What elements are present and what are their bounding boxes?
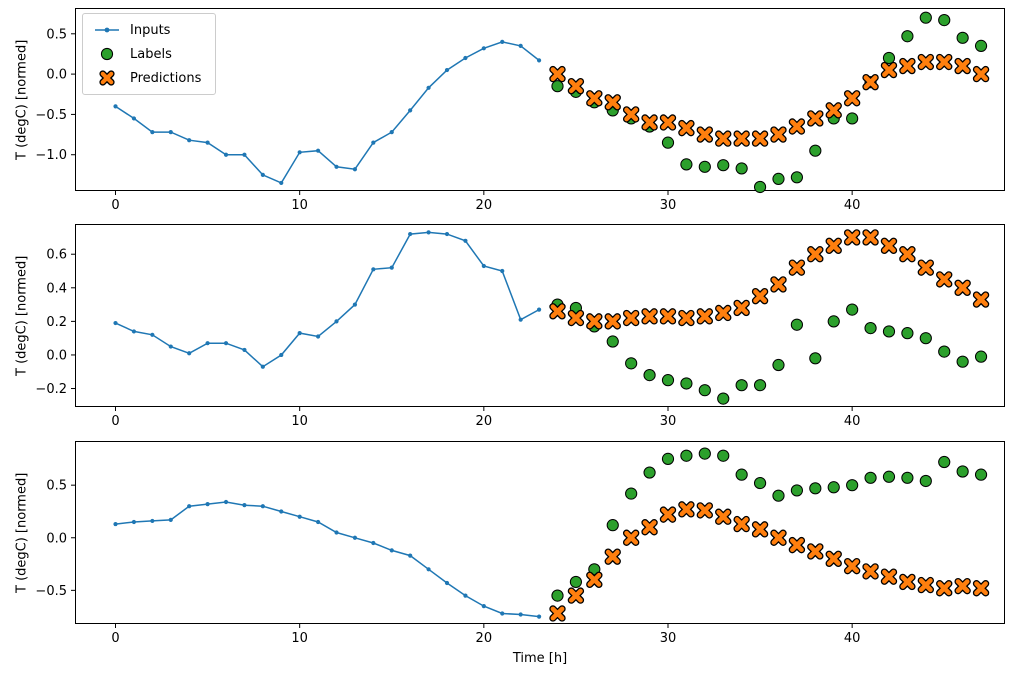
svg-text:40: 40 xyxy=(844,631,861,646)
series-predictions xyxy=(549,501,990,622)
x-axis-ticks: 0 10 20 30 40 xyxy=(111,191,860,213)
svg-text:−0.5: −0.5 xyxy=(35,584,67,599)
svg-text:40: 40 xyxy=(844,198,861,213)
svg-text:20: 20 xyxy=(476,631,493,646)
svg-text:0.5: 0.5 xyxy=(46,27,67,42)
y-axis-ticks: −0.5 0.0 0.5 xyxy=(35,479,75,599)
y-axis-label: T (degC) [normed] xyxy=(14,255,30,376)
svg-text:30: 30 xyxy=(660,414,677,429)
x-axis-ticks: 0 10 20 30 40 xyxy=(111,407,860,429)
svg-text:30: 30 xyxy=(660,198,677,213)
subplot-bottom-plot: 0 10 20 30 40 −0.5 0.0 0.5 xyxy=(35,441,1005,646)
svg-text:−0.2: −0.2 xyxy=(35,382,67,397)
svg-text:0.6: 0.6 xyxy=(46,248,67,263)
subplot-top-plot: 0 10 20 30 40 −1.0 −0.5 0.0 0.5 xyxy=(35,8,1005,213)
subplot-middle-plot: 0 10 20 30 40 −0.2 0.0 0.2 0.4 0.6 xyxy=(35,224,1005,429)
inputs-line-icon xyxy=(95,27,119,33)
legend-item-predictions: Predictions xyxy=(93,70,201,86)
y-axis-ticks: −1.0 −0.5 0.0 0.5 xyxy=(35,27,75,163)
svg-text:10: 10 xyxy=(291,414,308,429)
svg-text:−1.0: −1.0 xyxy=(35,148,67,163)
svg-text:0: 0 xyxy=(111,414,119,429)
svg-text:20: 20 xyxy=(476,414,493,429)
y-axis-label: T (degC) [normed] xyxy=(14,472,30,593)
svg-text:−0.5: −0.5 xyxy=(35,108,67,123)
subplot-bottom: 0 10 20 30 40 −0.5 0.0 0.5 T (degC) [normed] xyxy=(0,441,1012,656)
svg-text:0: 0 xyxy=(111,198,119,213)
svg-text:10: 10 xyxy=(291,631,308,646)
svg-text:0.0: 0.0 xyxy=(46,68,67,83)
svg-text:30: 30 xyxy=(660,631,677,646)
legend-label-predictions: Predictions xyxy=(130,70,202,86)
legend-label-inputs: Inputs xyxy=(130,22,171,38)
y-axis-label: T (degC) [normed] xyxy=(14,39,30,160)
y-axis-ticks: −0.2 0.0 0.2 0.4 0.6 xyxy=(35,248,75,397)
svg-text:0.0: 0.0 xyxy=(46,348,67,363)
series-inputs xyxy=(113,39,542,186)
svg-text:0.5: 0.5 xyxy=(46,479,67,494)
x-axis-label: Time [h] xyxy=(512,651,568,666)
legend-label-labels: Labels xyxy=(130,46,172,62)
svg-text:0: 0 xyxy=(111,631,119,646)
series-inputs xyxy=(113,499,542,619)
series-inputs xyxy=(113,230,542,369)
legend-item-labels: Labels xyxy=(93,46,201,62)
svg-text:0.0: 0.0 xyxy=(46,531,67,546)
x-axis-ticks: 0 10 20 30 40 xyxy=(111,624,860,646)
svg-text:0.2: 0.2 xyxy=(46,315,67,330)
axes-frame xyxy=(75,224,1005,407)
svg-text:40: 40 xyxy=(844,414,861,429)
axes-frame xyxy=(75,8,1005,191)
legend-item-inputs: Inputs xyxy=(93,22,201,38)
subplot-middle: 0 10 20 30 40 −0.2 0.0 0.2 0.4 0.6 T (degC) [norm… xyxy=(0,224,1012,439)
subplot-top: 0 10 20 30 40 −1.0 −0.5 0.0 0.5 T (degC) [normed… xyxy=(0,8,1012,223)
axes-frame xyxy=(75,441,1005,624)
svg-text:10: 10 xyxy=(291,198,308,213)
predictions-x-icon xyxy=(99,70,115,86)
series-predictions xyxy=(549,229,990,330)
legend: Inputs Labels Predictions xyxy=(82,13,217,95)
labels-circle-icon xyxy=(100,47,114,61)
series-predictions xyxy=(549,53,990,147)
svg-text:20: 20 xyxy=(476,198,493,213)
svg-text:0.4: 0.4 xyxy=(46,281,67,296)
